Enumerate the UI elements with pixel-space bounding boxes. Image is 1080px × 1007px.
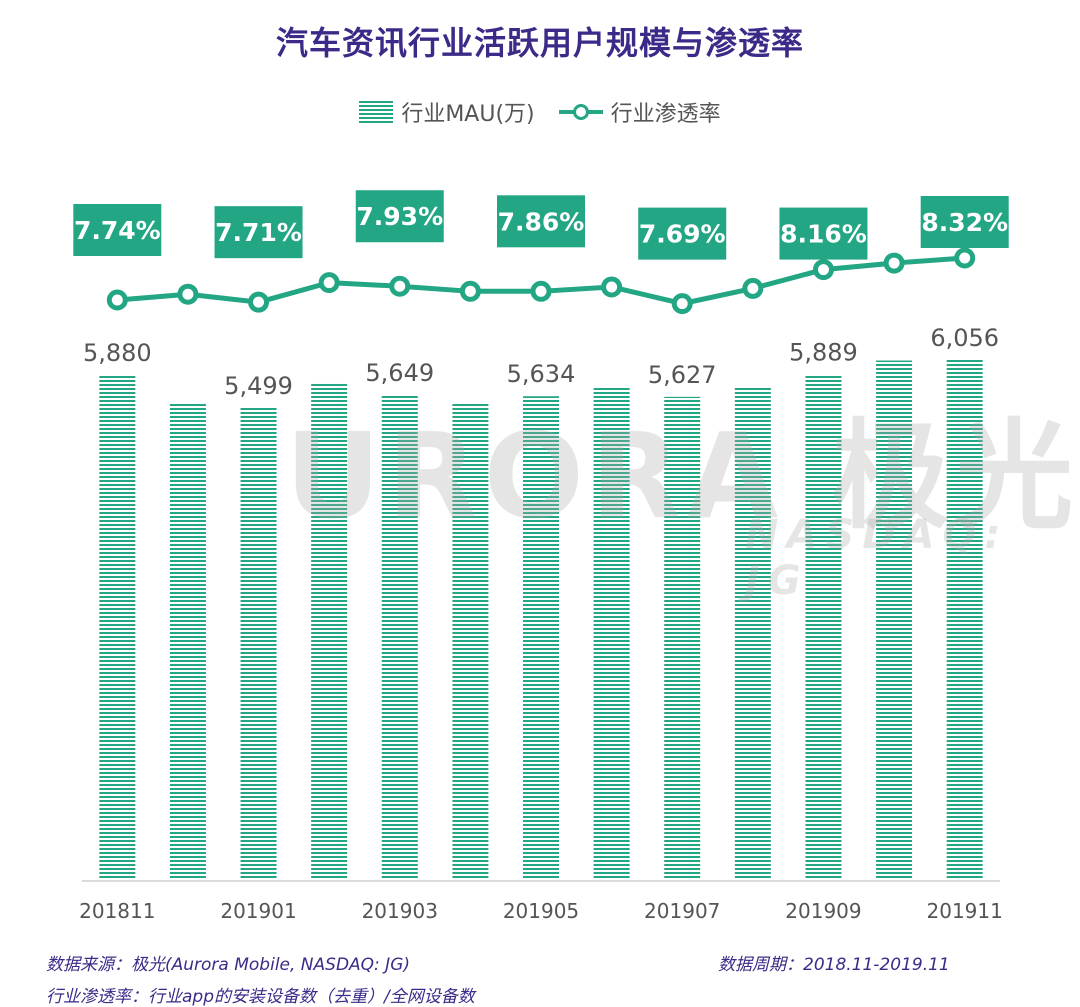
bar-value-label: 5,499 [224, 372, 293, 400]
bar-201911 [946, 360, 983, 880]
bar-201812 [169, 403, 206, 880]
penetration-label-box [920, 196, 1009, 248]
bar-201902 [311, 381, 348, 880]
footer-period: 数据周期：2018.11-2019.11 [718, 955, 950, 975]
line-point-201907 [671, 293, 693, 315]
penetration-label-box [497, 195, 585, 248]
penetration-label-box [638, 207, 727, 260]
penetration-label-box [355, 190, 444, 243]
line-point-201903 [389, 275, 411, 297]
bar-value-label: 5,889 [789, 338, 858, 366]
legend-bar-label: 行业MAU(万) [401, 102, 535, 127]
penetration-label: 7.93% [356, 202, 443, 231]
penetration-label: 7.86% [498, 207, 585, 236]
legend-item-mau: 行业MAU(万) [359, 96, 535, 128]
legend-line-swatch [558, 101, 603, 123]
line-point-201901 [248, 291, 270, 313]
x-tick-label: 201903 [362, 899, 438, 923]
chart-title: 汽车资讯行业活跃用户规模与渗透率 [275, 24, 804, 62]
line-point-201902 [318, 272, 340, 294]
bar-201909 [805, 374, 842, 880]
penetration-label: 7.71% [215, 218, 302, 247]
line-point-201811 [106, 289, 128, 311]
line-point-201905 [530, 280, 552, 302]
penetration-label-box [779, 207, 868, 260]
penetration-label: 7.69% [639, 220, 726, 249]
line-point-201908 [742, 277, 764, 299]
x-tick-label: 201911 [927, 899, 1003, 923]
footer-note: 行业渗透率：行业app的安装设备数（去重）/全网设备数 [46, 987, 475, 1007]
legend-item-penetration: 行业渗透率 [558, 96, 721, 128]
x-tick-label: 201909 [785, 899, 861, 923]
line-point-201904 [459, 280, 481, 302]
bar-201903 [381, 394, 418, 880]
bar-value-label: 5,880 [83, 339, 152, 367]
x-tick-label: 201907 [644, 899, 720, 923]
x-tick-label: 201811 [79, 899, 155, 923]
legend-line-label: 行业渗透率 [610, 102, 721, 127]
line-point-201812 [177, 283, 199, 305]
penetration-label: 8.16% [780, 220, 867, 249]
bar-value-label: 5,649 [365, 359, 434, 387]
line-point-201910 [883, 252, 905, 274]
footer-source: 数据来源：极光(Aurora Mobile, NASDAQ: JG) [46, 955, 410, 975]
penetration-label-box [73, 204, 162, 256]
bar-201908 [734, 386, 771, 880]
bar-201811 [99, 375, 136, 880]
bar-value-label: 5,634 [507, 360, 576, 388]
bar-value-label: 6,056 [930, 324, 999, 352]
bar-201905 [523, 396, 559, 880]
bar-value-label: 5,627 [648, 361, 717, 389]
x-tick-label: 201901 [220, 899, 296, 923]
line-point-201909 [812, 259, 834, 281]
bar-201907 [664, 396, 701, 880]
bar-201901 [240, 407, 277, 880]
x-tick-label: 201905 [503, 899, 579, 923]
line-point-201911 [954, 247, 976, 269]
bar-201910 [876, 360, 913, 880]
line-point-201906 [601, 276, 623, 298]
bar-201906 [593, 387, 630, 880]
penetration-label-box [214, 206, 303, 259]
chart-legend: 行业MAU(万) 行业渗透率 [0, 96, 1080, 128]
legend-bar-swatch [359, 101, 394, 123]
bar-201904 [452, 403, 489, 880]
penetration-label: 8.32% [921, 208, 1008, 237]
penetration-label: 7.74% [74, 216, 161, 245]
